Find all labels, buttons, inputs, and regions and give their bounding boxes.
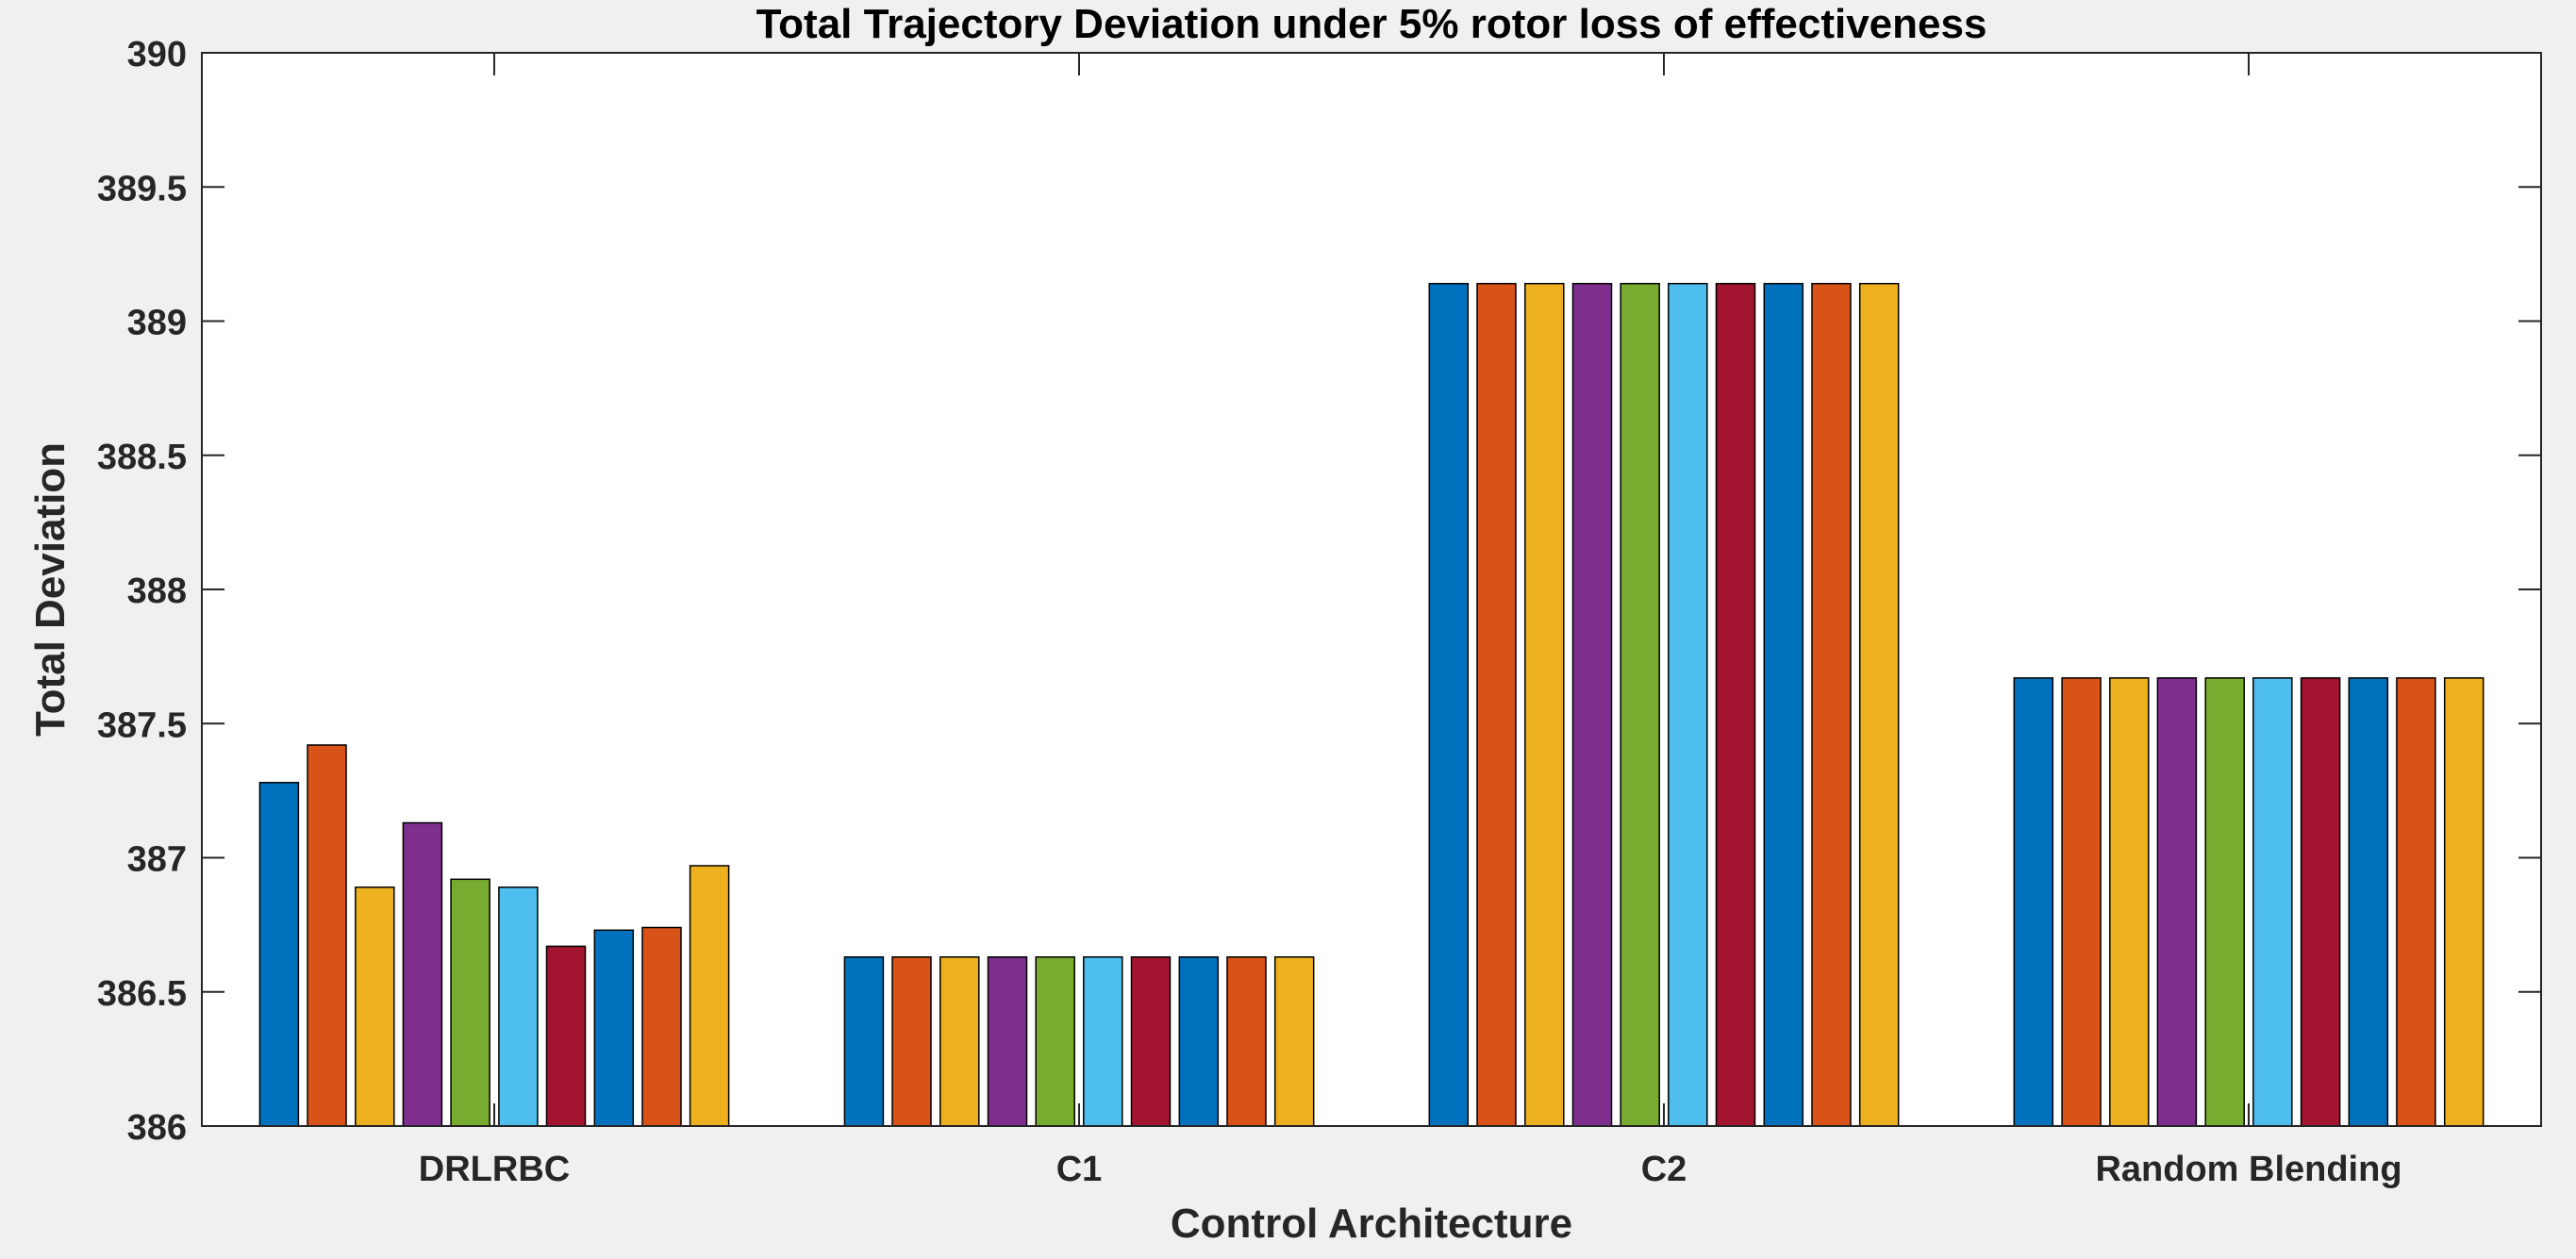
bar — [1571, 282, 1613, 1127]
ticks-layer — [202, 52, 2541, 1127]
bar — [1035, 956, 1075, 1127]
bar — [545, 945, 587, 1127]
bar — [498, 886, 539, 1127]
y-tick-label: 386 — [127, 1108, 187, 1148]
x-tick-label: DRLRBC — [419, 1150, 570, 1189]
y-tick-label: 389 — [127, 304, 187, 343]
y-tick-label: 386.5 — [97, 974, 187, 1014]
bar — [2061, 677, 2102, 1127]
y-tick-label: 390 — [127, 35, 187, 75]
bar — [593, 929, 635, 1127]
bar — [402, 821, 443, 1127]
y-tick-label: 388 — [127, 572, 187, 611]
plot-area — [202, 53, 2541, 1126]
x-tick-label: Random Blending — [2095, 1150, 2401, 1189]
bar — [2396, 677, 2436, 1127]
bar — [1811, 282, 1852, 1127]
x-tick-label: C2 — [1641, 1150, 1687, 1189]
bar — [689, 865, 730, 1127]
bar — [2156, 677, 2198, 1127]
bar — [1226, 956, 1267, 1127]
y-axis-label: Total Deviation — [27, 442, 74, 737]
bar — [2109, 677, 2150, 1127]
x-axis-label: Control Architecture — [1171, 1201, 1572, 1247]
bar — [641, 926, 682, 1127]
y-tick-label: 388.5 — [97, 438, 187, 477]
bar — [2204, 677, 2245, 1127]
bar — [843, 956, 885, 1127]
bar — [2300, 677, 2341, 1127]
bar — [1178, 956, 1220, 1127]
bar — [2443, 677, 2485, 1127]
tick-labels-layer: 386 386.5 387 387.5 388 388.5 389 389.5 390 DRLRB… — [97, 35, 2402, 1189]
chart-title: Total Trajectory Deviation under 5% roto… — [756, 1, 1987, 47]
bar — [1476, 282, 1517, 1127]
bar — [1273, 956, 1315, 1127]
bar — [1715, 282, 1756, 1127]
y-tick-label: 387.5 — [97, 705, 187, 745]
bar — [1130, 956, 1172, 1127]
bar — [987, 956, 1028, 1127]
bar — [1428, 282, 1470, 1127]
bars-layer — [258, 282, 2485, 1127]
bar — [1668, 282, 1708, 1127]
y-tick-label: 387 — [127, 840, 187, 880]
bar — [355, 886, 395, 1127]
y-tick-label: 389.5 — [97, 169, 187, 208]
bar — [450, 878, 490, 1127]
bar — [2013, 677, 2054, 1127]
bar — [939, 956, 980, 1127]
bar — [1620, 282, 1660, 1127]
bar — [1524, 282, 1565, 1127]
bar — [2348, 677, 2389, 1127]
bar — [891, 956, 932, 1127]
bar — [1083, 956, 1123, 1127]
bar — [258, 782, 300, 1127]
x-tick-label: C1 — [1056, 1150, 1103, 1189]
bar — [1763, 282, 1804, 1127]
bar — [2252, 677, 2293, 1127]
bar — [307, 744, 347, 1127]
bar — [1858, 282, 1900, 1127]
